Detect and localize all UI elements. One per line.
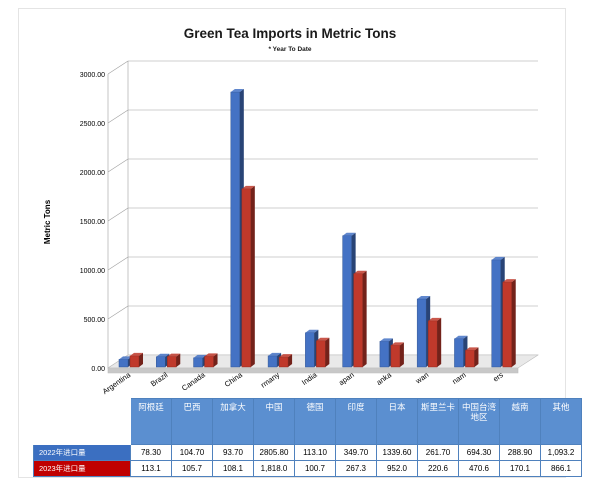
table-header-cell: 斯里兰卡 [417,398,459,445]
y-tick-label: 1500.00 [80,219,105,226]
table-header-cell: 巴西 [171,398,213,445]
chart-frame [18,8,566,478]
depth-line [107,207,129,222]
table-header-row: 阿根廷 巴西 加拿大 中国 德国 印度 日本 斯里兰卡 中国台湾地区 越南 其他 [33,398,582,445]
bar-2023-others [502,279,516,368]
bar-2023-argentina [129,352,143,368]
table-row: 2023年进口量 113.1 105.7 108.1 1,818.0 100.7 267.… [33,460,582,477]
table-header-cell: 德国 [294,398,336,445]
y-tick-label: 1000.00 [80,268,105,275]
bar-2023-china [241,185,255,368]
table-header-cell: 中国 [253,398,295,445]
table-cell: 108.1 [212,460,254,477]
plot-area: 0.00 500.00 1000.00 1500.00 2000.00 2500.00 30… [80,60,540,396]
y-tick-label: 3000.00 [80,72,105,79]
bar-2023-brazil [167,353,181,368]
table-cell: 113.1 [130,460,172,477]
legend-2022: 2022年进口量 [33,444,131,461]
table-row: 2022年进口量 78.30 104.70 93.70 2805.80 113.10 34… [33,444,582,461]
chart-subtitle: * Year To Date [268,46,311,53]
table-cell: 1,093.2 [540,444,582,461]
y-tick-label: 2000.00 [80,170,105,177]
chart-floor-edge [107,367,519,374]
data-table: 阿根廷 巴西 加拿大 中国 德国 印度 日本 斯里兰卡 中国台湾地区 越南 其他 2022年进口量 … [33,398,582,477]
y-tick-label: 0.00 [91,366,105,373]
depth-line [107,305,129,320]
table-cell: 694.30 [458,444,500,461]
table-cell: 78.30 [130,444,172,461]
bar-2023-vietnam [465,347,479,368]
legend-2023: 2023年进口量 [33,460,131,477]
bar-2023-india [316,337,330,368]
y-axis-label: Metric Tons [43,199,52,244]
table-header-cell: 阿根廷 [130,398,172,445]
table-cell: 267.3 [335,460,377,477]
bar-2023-germany [278,354,293,368]
table-cell: 261.70 [417,444,459,461]
table-cell: 220.6 [417,460,459,477]
table-header-cell: 加拿大 [212,398,254,445]
table-header-cell: 其他 [540,398,582,445]
table-cell: 93.70 [212,444,254,461]
table-cell: 100.7 [294,460,336,477]
bar-2023-taiwan [427,317,442,368]
y-tick-label: 2500.00 [80,121,105,128]
table-cell: 952.0 [376,460,418,477]
table-cell: 349.70 [335,444,377,461]
table-cell: 2805.80 [253,444,295,461]
table-cell: 105.7 [171,460,213,477]
table-cell: 1,818.0 [253,460,295,477]
table-corner [33,398,131,445]
chart-title: Green Tea Imports in Metric Tons [184,26,397,41]
table-header-cell: 中国台湾地区 [458,398,500,445]
bar-2023-sri-lanka [390,342,404,368]
table-cell: 866.1 [540,460,582,477]
x-tick-label: Argentina [101,370,133,396]
table-header-cell: 印度 [335,398,377,445]
table-cell: 113.10 [294,444,336,461]
table-header-cell: 日本 [376,398,418,445]
depth-line [107,256,129,271]
table-cell: 1339.60 [376,444,418,461]
table-header-cell: 越南 [499,398,541,445]
table-cell: 470.6 [458,460,500,477]
table-cell: 170.1 [499,460,541,477]
depth-line [107,60,129,75]
bar-2023-japan [353,270,367,368]
depth-line [107,109,129,124]
bar-2023-canada [204,353,218,368]
depth-line [107,158,129,173]
table-cell: 104.70 [171,444,213,461]
y-tick-label: 500.00 [84,317,106,324]
table-cell: 288.90 [499,444,541,461]
